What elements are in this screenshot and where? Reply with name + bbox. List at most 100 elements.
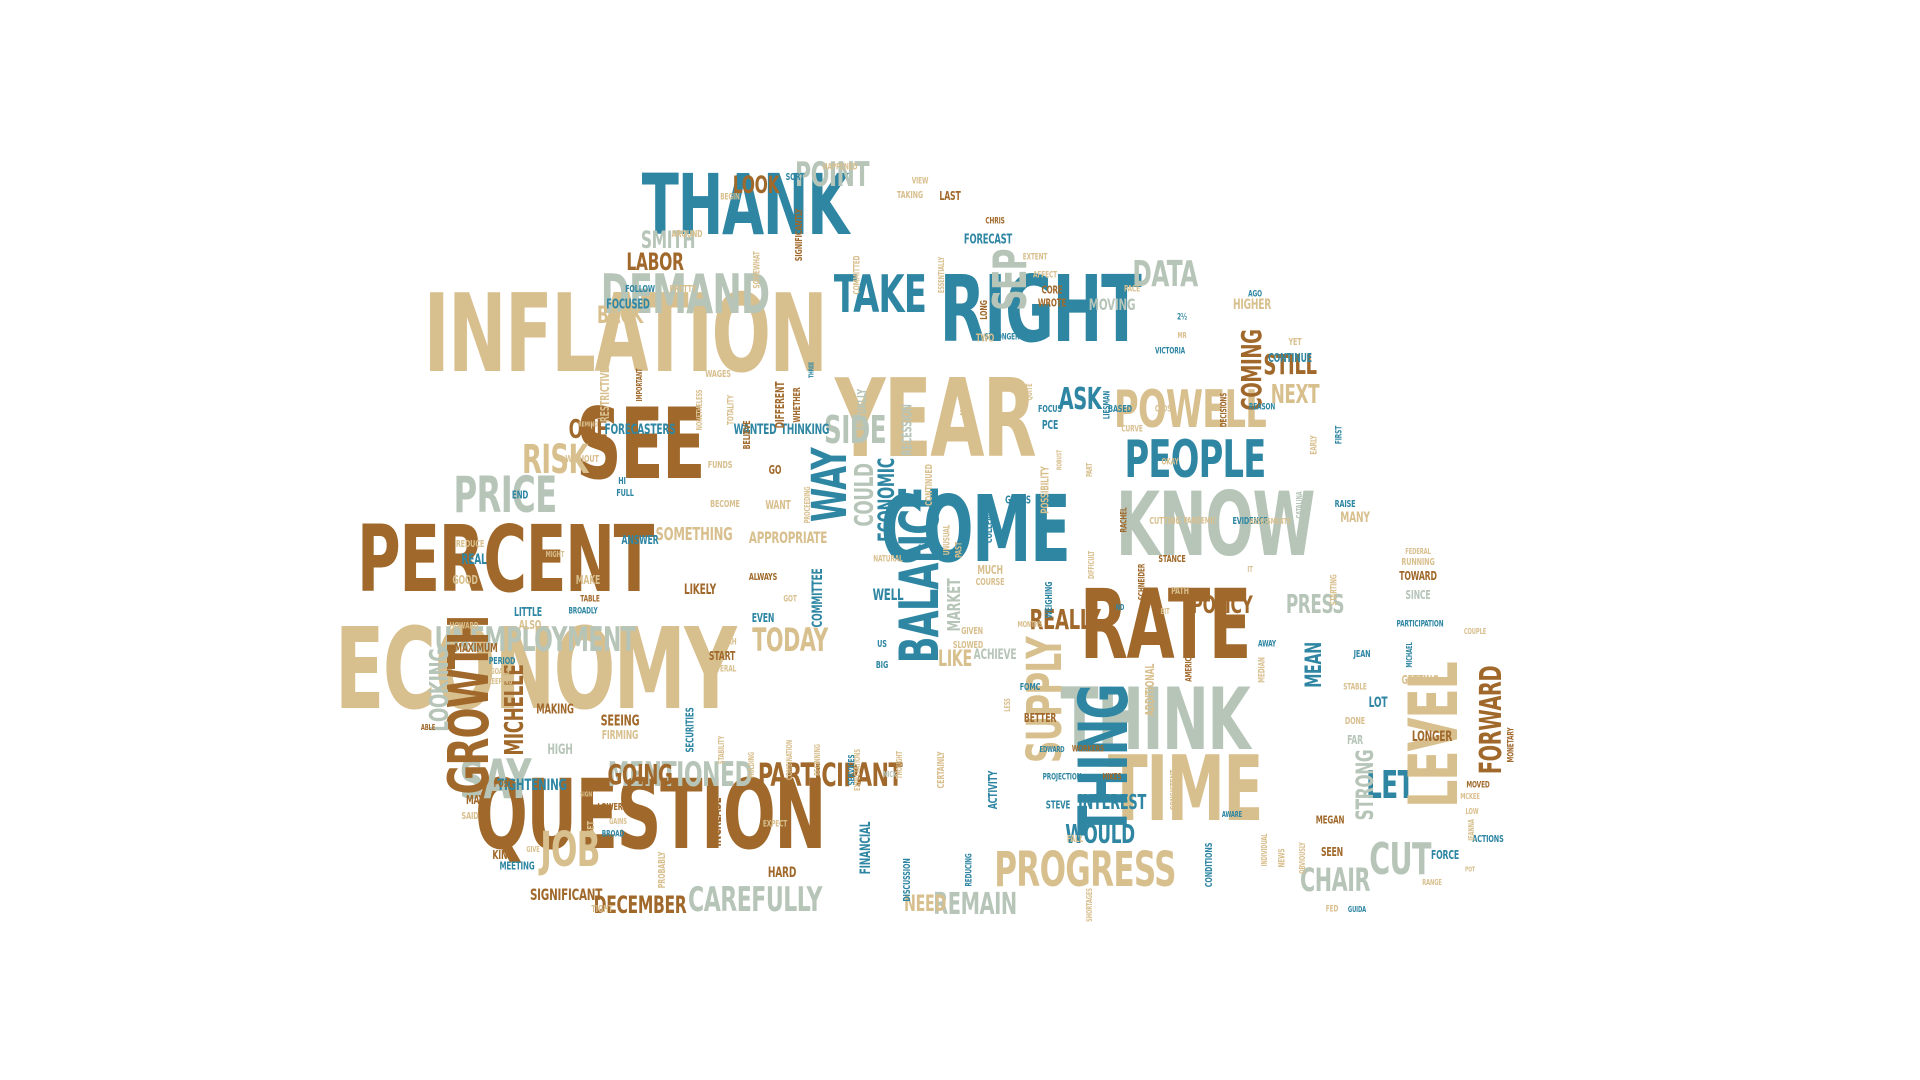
cloud-word: CLOSE (1154, 404, 1176, 415)
cloud-word: FOLLOW (625, 284, 655, 295)
cloud-word: CHAIR (1300, 861, 1370, 899)
cloud-word: CERTAINLY (936, 751, 947, 789)
cloud-word: MICHAEL (1405, 642, 1414, 668)
cloud-word: RISK (521, 437, 589, 483)
cloud-word: COMMITTED (852, 255, 863, 295)
cloud-word: PEOPLE (1124, 430, 1267, 490)
cloud-word: MOVING (1088, 295, 1136, 314)
cloud-word: CONSISTENT (1169, 769, 1180, 811)
cloud-word: TIME (1107, 737, 1263, 842)
cloud-word: PARTICIPATION (1396, 619, 1444, 630)
cloud-word: KEEPING (487, 677, 513, 686)
cloud-word: RAISE (1334, 499, 1356, 510)
cloud-word: POWELL (1114, 380, 1267, 440)
cloud-word: STABILITY (717, 735, 726, 765)
cloud-word: HAPPENED (822, 162, 858, 173)
cloud-word: REDUCING (964, 853, 975, 887)
cloud-word: REASON (1248, 402, 1276, 413)
cloud-word: EDWARD (1039, 745, 1065, 754)
cloud-word: REAL (461, 552, 487, 568)
cloud-word: PROCEEDING (803, 486, 812, 524)
cloud-word: THANK (641, 156, 850, 254)
cloud-word: PRICE (453, 466, 557, 524)
cloud-word: PACE (1124, 284, 1140, 295)
cloud-word: SOMEWHAT (752, 251, 763, 289)
cloud-word: GAINS (609, 817, 627, 826)
cloud-word: HOLDING (747, 751, 756, 779)
cloud-word: PERIOD (488, 656, 516, 667)
cloud-word: EXPECTATIONS (853, 749, 862, 791)
cloud-word: SEE (575, 388, 706, 502)
cloud-word: COMMITTEE (810, 568, 826, 628)
cloud-word: MONTHS (1017, 620, 1043, 629)
cloud-word: SINCE (1405, 588, 1431, 602)
cloud-word: INTEREST (1077, 790, 1147, 814)
cloud-word: ASK (1058, 382, 1102, 417)
cloud-word: RACHEL (1119, 507, 1130, 533)
cloud-word: MUCH (977, 563, 1003, 577)
cloud-word: SCHNEIDER (1137, 563, 1148, 601)
cloud-word: TIGHT (591, 904, 613, 915)
cloud-word: KIND (492, 848, 514, 862)
cloud-word: STILL (1263, 348, 1317, 381)
cloud-word: COURSE (975, 577, 1005, 588)
cloud-word: VIEW (911, 176, 929, 187)
cloud-word: MOVED (1466, 780, 1490, 791)
cloud-word: THREE (807, 361, 816, 379)
cloud-word: INFLATION (423, 272, 828, 397)
cloud-word: CUT (1369, 834, 1431, 885)
cloud-word: ONE (568, 415, 608, 445)
cloud-word: WORKERS (1071, 744, 1105, 755)
cloud-word: STABLE (1343, 682, 1367, 693)
cloud-word: DEMAND (600, 263, 770, 326)
cloud-word: GUIDA (1347, 905, 1367, 914)
cloud-word: ESSENTIALLY (937, 256, 946, 294)
cloud-word: LIESMAN (1102, 390, 1113, 420)
cloud-word: YEAH (719, 637, 737, 648)
cloud-word: COLLEAGUES (984, 496, 995, 544)
cloud-word: MARKET (944, 578, 965, 632)
cloud-word: GET (586, 821, 597, 835)
cloud-word: QUESTION (475, 759, 826, 871)
cloud-word: SHORTAGES (1085, 888, 1094, 922)
cloud-word: DONE (1344, 716, 1366, 727)
cloud-word: POLICY (1191, 591, 1253, 619)
cloud-word: FORCE (1430, 848, 1460, 862)
cloud-word: HI (618, 476, 626, 487)
cloud-word: SIDE (824, 408, 887, 452)
cloud-word: FOMC (1019, 682, 1041, 693)
cloud-word: PRETTY (669, 284, 697, 295)
cloud-word: PCE (1041, 418, 1059, 432)
cloud-word: MCKEE (1460, 792, 1480, 801)
cloud-word: LESS (1003, 698, 1012, 712)
cloud-word: BROAD (601, 829, 625, 840)
cloud-word: SIGNIFICANTLY (794, 208, 805, 262)
cloud-word: BASED (1108, 404, 1132, 415)
cloud-word: ALWAYS (748, 572, 778, 583)
cloud-word: FALL (1066, 834, 1084, 845)
cloud-word: MONETARY (1506, 727, 1517, 763)
cloud-word: ACTIVITY (986, 770, 1000, 810)
cloud-word: INCREASE (709, 797, 725, 847)
cloud-word: COMBINATION (785, 739, 794, 781)
cloud-word: QUITE (1025, 383, 1034, 401)
cloud-word: MR (1177, 331, 1187, 340)
cloud-word: ROBUST (1055, 449, 1064, 471)
cloud-word: RESTRICTIVE (598, 367, 612, 423)
cloud-word: SIGN (579, 790, 593, 799)
cloud-word: ECONOMIC (875, 458, 900, 542)
cloud-word: YET (1288, 337, 1302, 348)
cloud-word: COUPLE (1463, 627, 1487, 636)
cloud-word: LOW (1465, 807, 1479, 816)
cloud-word: SECURITIES (683, 707, 697, 753)
cloud-word: HOWARD (449, 621, 479, 632)
cloud-word: UNEMPLOYMENT (434, 620, 636, 660)
cloud-word: US (877, 639, 887, 650)
cloud-word: POST (493, 779, 513, 790)
cloud-word: EXTENT (1022, 252, 1048, 263)
cloud-word: WROTE (1037, 296, 1067, 310)
cloud-word: COME (880, 476, 1070, 583)
cloud-word: POINT (794, 155, 870, 195)
cloud-word: RECESSION (900, 404, 916, 456)
